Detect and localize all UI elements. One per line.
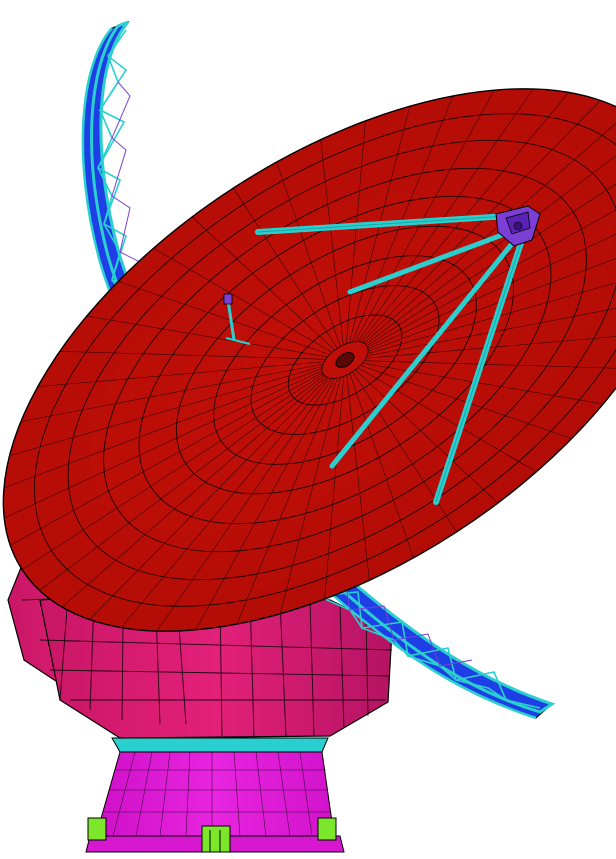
dish-spoke-line [365, 333, 616, 359]
dish-spoke-line [367, 201, 616, 350]
dish-spoke-line [320, 139, 344, 346]
dish-spoke-line [366, 298, 616, 357]
dish-spoke-line [346, 374, 370, 581]
dish-spoke-line [21, 373, 324, 570]
dish-spoke-line [276, 162, 341, 347]
dish-spoke-line [346, 120, 366, 344]
dish-spoke-line [324, 376, 344, 600]
dish-spoke-line [351, 95, 454, 343]
dish-spoke-line [367, 231, 616, 352]
subreflector-apex [495, 205, 541, 247]
dish-spoke-line [367, 174, 616, 348]
dish-spoke-line [357, 367, 537, 473]
dish-spoke-line [59, 351, 326, 360]
dish-spoke-line [9, 366, 323, 456]
feed-support-bracket [223, 293, 251, 345]
dish-spoke-line [279, 377, 341, 614]
dish-spoke-line [39, 375, 325, 591]
quadripod-legs [255, 213, 525, 505]
dish-spoke-line [352, 371, 457, 533]
dish-spoke-line [349, 373, 414, 558]
dish-spoke-line [37, 361, 325, 387]
dish-spoke-line [357, 88, 534, 342]
dish-spoke-line [361, 100, 601, 343]
dish-spoke-line [121, 377, 331, 628]
dish-spoke-line [364, 360, 616, 369]
dish-radial-lines [3, 88, 616, 632]
dish-spoke-line [195, 378, 336, 630]
dish-spoke-line [153, 247, 333, 353]
dish-spoke-line [89, 377, 329, 620]
dish-spoke-line [3, 368, 323, 489]
dish-spoke-line [367, 264, 616, 354]
dish-spoke-line [233, 187, 338, 349]
dish-spoke-line [363, 112, 616, 344]
dish-spoke-line [362, 362, 604, 405]
dish-spoke-line [118, 281, 330, 355]
dish-spoke-line [61, 376, 327, 608]
dish-spoke-line [20, 363, 324, 422]
dish-spoke-line [355, 369, 499, 504]
dish-spoke-line [10, 372, 323, 546]
base-feet [87, 817, 337, 853]
dish-spoke-line [191, 216, 335, 351]
dish-spoke-line [86, 315, 328, 358]
dish-spoke-line [354, 90, 495, 342]
dish-spoke-line [4, 370, 323, 519]
dish-spoke-line [156, 378, 333, 632]
dish-spoke-line [236, 377, 339, 625]
